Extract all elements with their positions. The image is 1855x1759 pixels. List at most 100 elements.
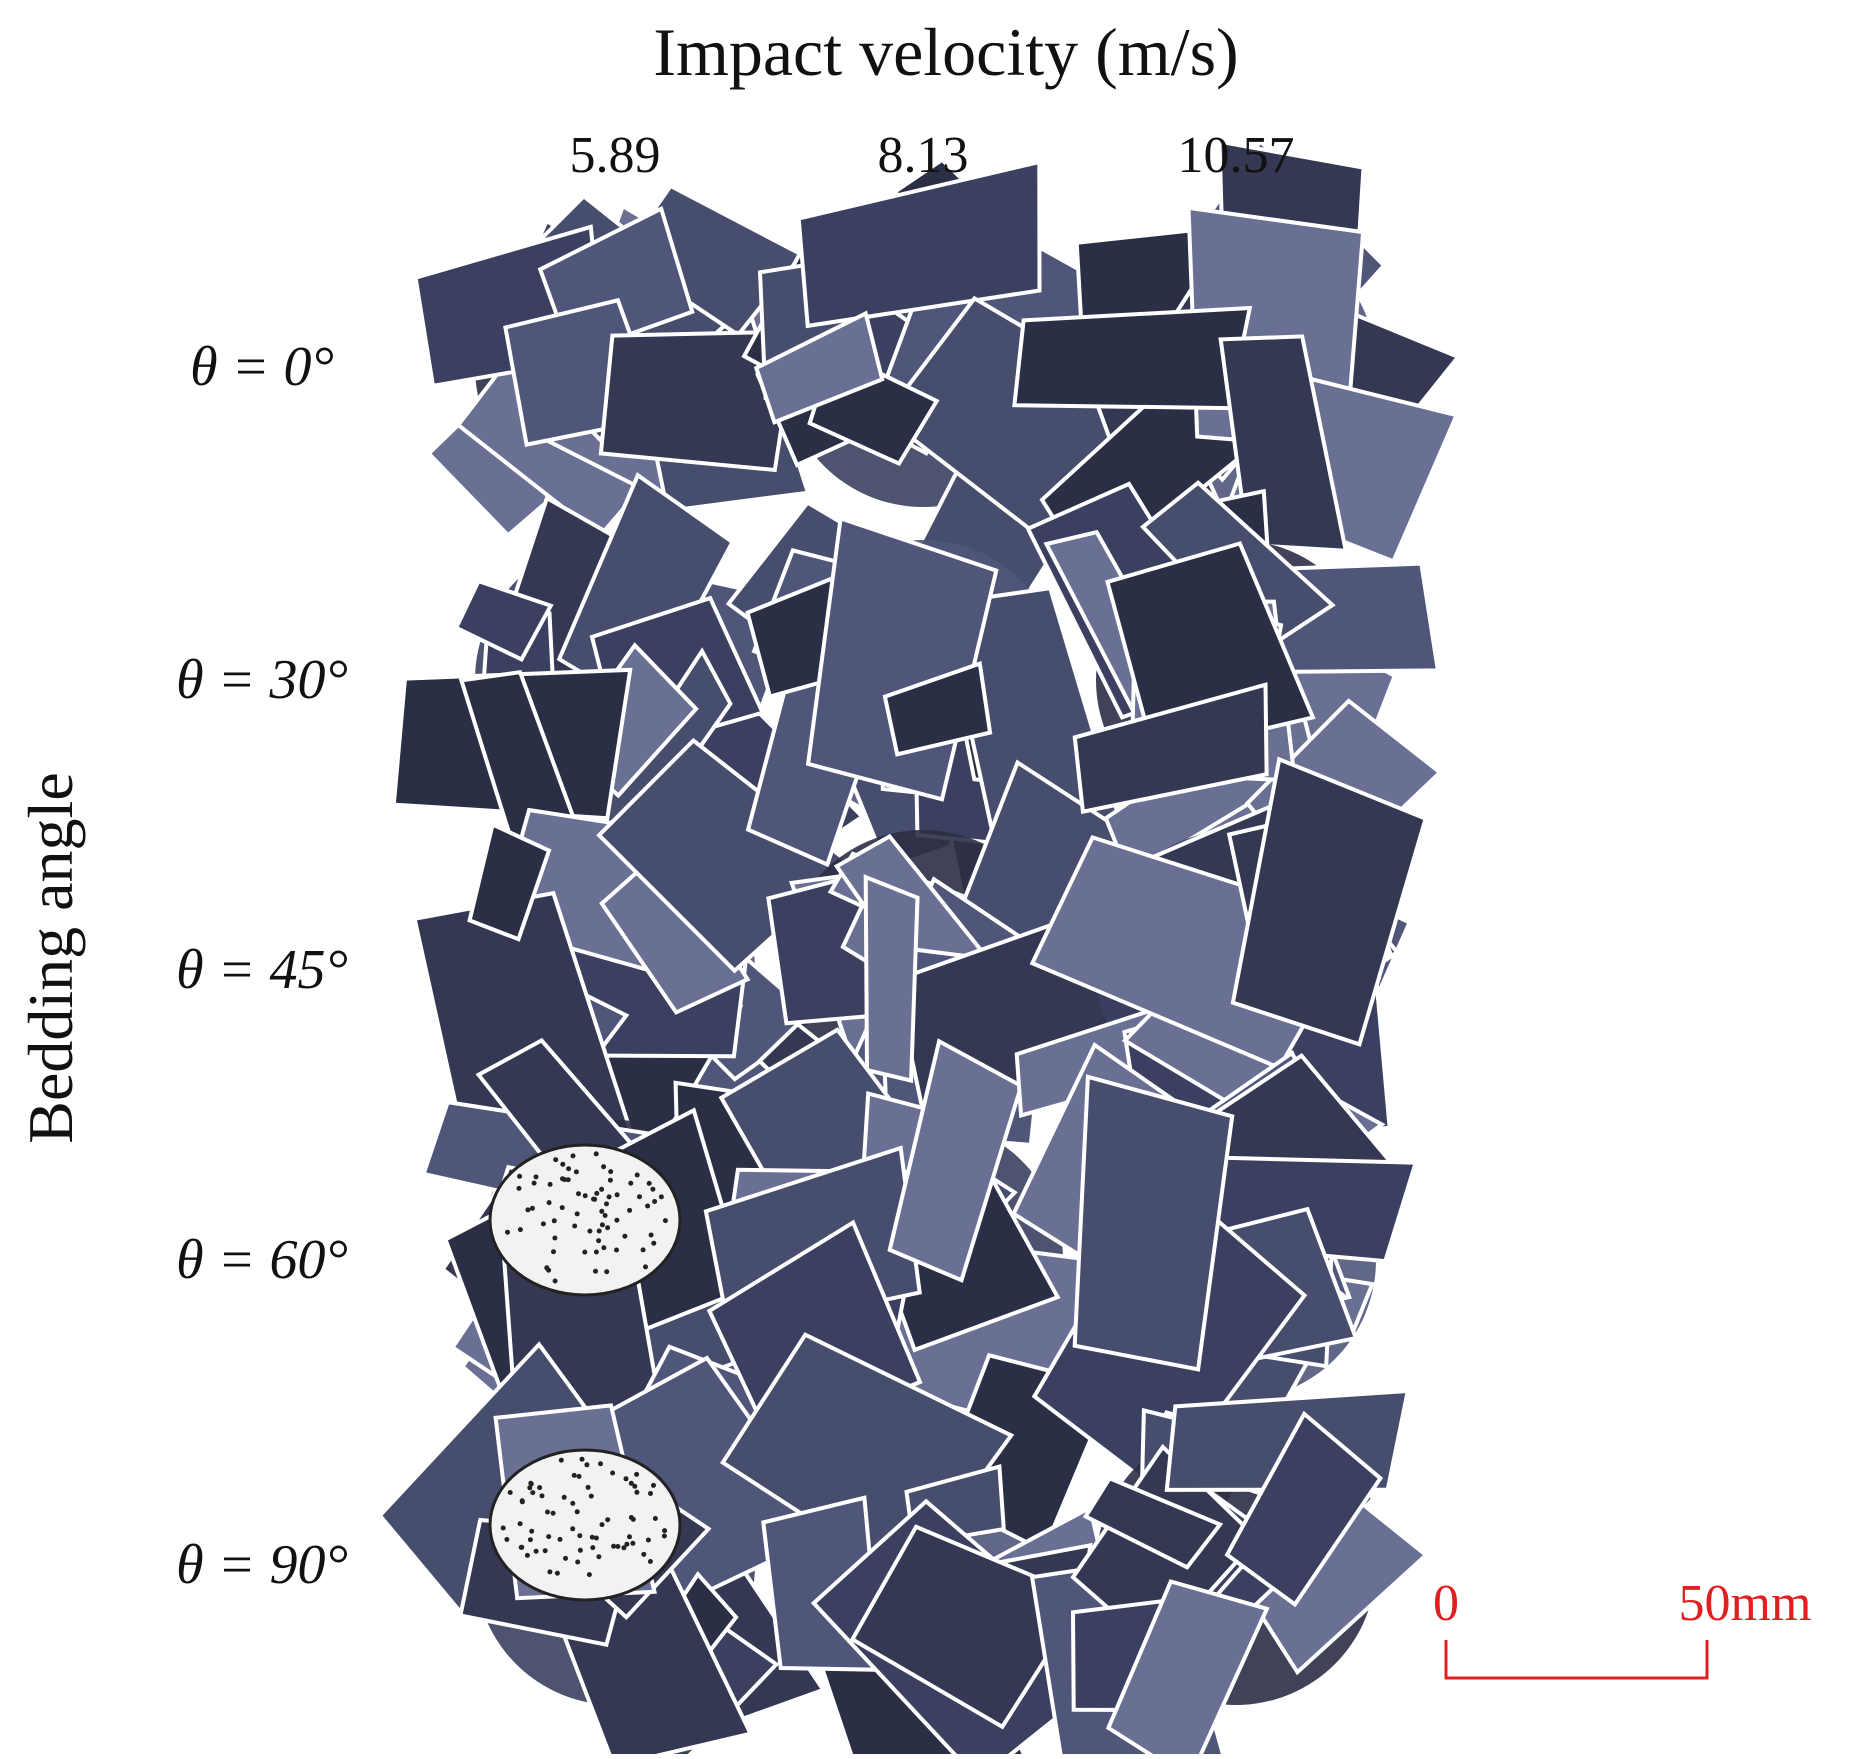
speckle bbox=[539, 1493, 545, 1499]
speckle bbox=[645, 1203, 651, 1209]
speckle bbox=[516, 1185, 522, 1191]
speckle bbox=[628, 1180, 634, 1186]
speckle bbox=[662, 1218, 668, 1224]
specimen-photo bbox=[720, 1332, 1123, 1759]
speckle bbox=[575, 1559, 581, 1565]
column-label: 10.57 bbox=[1178, 127, 1295, 184]
fragment bbox=[863, 874, 920, 1084]
speckled-face bbox=[488, 1143, 682, 1297]
speckle bbox=[658, 1194, 664, 1200]
fragment bbox=[1105, 1579, 1270, 1759]
row-label: θ = 30° bbox=[176, 649, 348, 711]
speckle bbox=[586, 1572, 592, 1578]
speckle bbox=[593, 1535, 599, 1541]
speckle bbox=[604, 1201, 609, 1207]
speckle bbox=[615, 1544, 621, 1549]
speckle bbox=[552, 1235, 558, 1241]
row-label: θ = 90° bbox=[176, 1534, 348, 1596]
speckle bbox=[634, 1489, 640, 1495]
speckle bbox=[602, 1213, 608, 1218]
speckle bbox=[599, 1222, 605, 1228]
speckle bbox=[628, 1480, 634, 1486]
side-label: Bedding angle bbox=[15, 772, 86, 1143]
row-label: θ = 0° bbox=[190, 336, 334, 398]
speckle bbox=[527, 1485, 533, 1491]
speckle bbox=[611, 1543, 617, 1549]
fragment bbox=[882, 660, 993, 757]
speckle bbox=[517, 1521, 523, 1527]
speckle bbox=[593, 1249, 599, 1255]
speckle bbox=[571, 1472, 577, 1478]
speckle bbox=[576, 1191, 581, 1197]
speckle bbox=[576, 1473, 582, 1479]
speckle bbox=[561, 1494, 567, 1500]
speckle bbox=[607, 1177, 613, 1183]
speckle bbox=[519, 1544, 525, 1550]
speckle bbox=[500, 1525, 506, 1531]
speckle bbox=[533, 1174, 539, 1180]
speckle bbox=[614, 1247, 619, 1253]
scale-line bbox=[1444, 1640, 1709, 1680]
speckle bbox=[582, 1249, 588, 1255]
speckle bbox=[647, 1559, 653, 1564]
row-label: θ = 60° bbox=[176, 1229, 348, 1291]
speckle bbox=[546, 1534, 552, 1540]
speckle bbox=[524, 1552, 530, 1558]
fragment bbox=[453, 578, 554, 663]
speckle bbox=[652, 1516, 658, 1521]
speckle bbox=[605, 1517, 611, 1523]
speckle bbox=[630, 1516, 636, 1522]
speckle bbox=[505, 1229, 510, 1235]
speckle bbox=[588, 1493, 594, 1499]
fragment bbox=[887, 1038, 1024, 1283]
speckle bbox=[651, 1240, 657, 1246]
speckle bbox=[562, 1177, 568, 1183]
speckle bbox=[574, 1211, 580, 1217]
speckle bbox=[517, 1173, 523, 1179]
speckle bbox=[646, 1180, 652, 1186]
speckle bbox=[614, 1217, 620, 1223]
speckle bbox=[558, 1457, 564, 1463]
speckle bbox=[530, 1490, 536, 1496]
speckle bbox=[606, 1194, 612, 1200]
speckle bbox=[560, 1161, 566, 1167]
speckle bbox=[566, 1166, 572, 1172]
figure-title: Impact velocity (m/s) bbox=[653, 14, 1238, 90]
speckle bbox=[546, 1200, 552, 1206]
speckle bbox=[652, 1199, 658, 1204]
speckle bbox=[632, 1483, 638, 1489]
speckle bbox=[570, 1153, 576, 1159]
speckle bbox=[627, 1207, 633, 1213]
speckle bbox=[507, 1490, 513, 1495]
column-label: 8.13 bbox=[878, 127, 969, 184]
speckle bbox=[557, 1536, 563, 1542]
speckle bbox=[542, 1548, 548, 1554]
speckle bbox=[546, 1267, 552, 1273]
speckle bbox=[593, 1151, 599, 1157]
speckle bbox=[587, 1228, 593, 1234]
fragment bbox=[1012, 305, 1253, 411]
speckle bbox=[559, 1205, 565, 1211]
speckle bbox=[661, 1533, 667, 1539]
speckle bbox=[563, 1555, 568, 1561]
specimen-photo bbox=[725, 499, 1127, 919]
photo-grid bbox=[377, 138, 1462, 1759]
speckle bbox=[525, 1207, 531, 1213]
specimen-photo bbox=[1029, 1388, 1430, 1759]
scale-end: 50mm bbox=[1679, 1575, 1812, 1632]
speckle bbox=[637, 1194, 642, 1200]
speckle bbox=[574, 1509, 580, 1515]
speckle bbox=[643, 1264, 648, 1270]
fragment bbox=[753, 310, 885, 425]
row-label: θ = 45° bbox=[176, 939, 348, 1001]
fragment bbox=[1072, 1074, 1235, 1372]
speckle bbox=[640, 1247, 646, 1253]
speckle bbox=[552, 1278, 558, 1284]
speckle bbox=[551, 1249, 556, 1255]
speckle bbox=[547, 1569, 553, 1575]
speckle bbox=[650, 1186, 656, 1192]
speckle bbox=[596, 1554, 602, 1560]
speckle bbox=[641, 1551, 647, 1557]
